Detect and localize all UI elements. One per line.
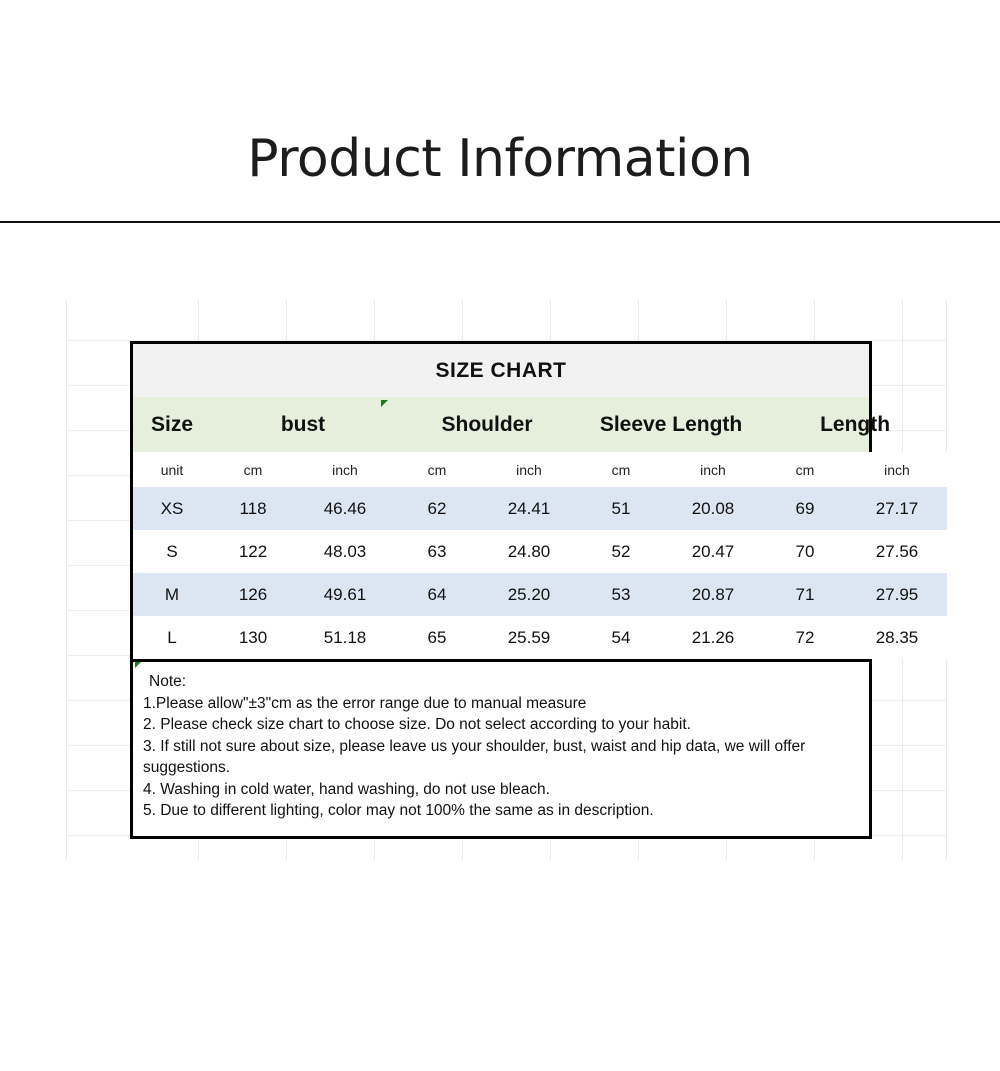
cell-length-cm: 72 [763, 616, 847, 659]
cell-length-cm: 71 [763, 573, 847, 616]
notes-divider [133, 659, 869, 668]
cell-length-inch: 27.56 [847, 530, 947, 573]
group-header-shoulder: Shoulder [441, 412, 533, 436]
green-corner-marker-icon [381, 400, 388, 407]
cell-sleeve-cm: 54 [579, 616, 663, 659]
cell-length-inch: 27.17 [847, 487, 947, 530]
group-header-table: Size bust Shoulder Sleeve Length Length [133, 397, 947, 452]
notes-heading: Note: [149, 673, 187, 690]
cell-shoulder-inch: 24.80 [479, 530, 579, 573]
unit-cell-bust-inch: inch [295, 452, 395, 487]
table-row: M 126 49.61 64 25.20 53 20.87 71 27.95 [133, 573, 947, 616]
cell-shoulder-cm: 64 [395, 573, 479, 616]
cell-sleeve-inch: 21.26 [663, 616, 763, 659]
cell-shoulder-inch: 25.59 [479, 616, 579, 659]
unit-cell-sleeve-inch: inch [663, 452, 763, 487]
cell-sleeve-inch: 20.87 [663, 573, 763, 616]
note-line-4: 4. Washing in cold water, hand washing, … [143, 780, 550, 798]
page-header: Product Information [0, 0, 1000, 223]
group-header-row: Size bust Shoulder Sleeve Length Length [133, 397, 947, 452]
table-row: S 122 48.03 63 24.80 52 20.47 70 27.56 [133, 530, 947, 573]
size-chart-body: unit cm inch cm inch cm inch cm inch XS … [133, 452, 947, 659]
note-line-1: 1.Please allow"±3"cm as the error range … [143, 694, 587, 712]
cell-bust-cm: 126 [211, 573, 295, 616]
size-chart-caption: SIZE CHART [435, 358, 567, 382]
cell-size: S [133, 530, 211, 573]
cell-shoulder-cm: 63 [395, 530, 479, 573]
note-line-2: 2. Please check size chart to choose siz… [143, 716, 691, 733]
group-header-length: Length [820, 412, 891, 436]
cell-sleeve-inch: 20.47 [663, 530, 763, 573]
note-line-3: 3. If still not sure about size, please … [143, 737, 806, 755]
cell-shoulder-inch: 24.41 [479, 487, 579, 530]
size-chart-caption-band: SIZE CHART [133, 344, 869, 397]
unit-row: unit cm inch cm inch cm inch cm inch [133, 452, 947, 487]
cell-shoulder-cm: 62 [395, 487, 479, 530]
cell-length-inch: 27.95 [847, 573, 947, 616]
cell-bust-cm: 130 [211, 616, 295, 659]
cell-size: M [133, 573, 211, 616]
group-header-sleeve-length: Sleeve Length [599, 412, 743, 436]
cell-size: L [133, 616, 211, 659]
group-header-bust: bust [280, 412, 326, 436]
cell-shoulder-inch: 25.20 [479, 573, 579, 616]
cell-bust-cm: 122 [211, 530, 295, 573]
notes-section: Note: 1.Please allow"±3"cm as the error … [133, 662, 869, 836]
cell-bust-inch: 46.46 [295, 487, 395, 530]
unit-cell-length-cm: cm [763, 452, 847, 487]
unit-cell-shoulder-inch: inch [479, 452, 579, 487]
size-chart-group-header-band: Size bust Shoulder Sleeve Length Length [133, 397, 890, 452]
unit-cell-label: unit [133, 452, 211, 487]
cell-bust-inch: 49.61 [295, 573, 395, 616]
cell-length-inch: 28.35 [847, 616, 947, 659]
cell-bust-inch: 48.03 [295, 530, 395, 573]
cell-size: XS [133, 487, 211, 530]
gridline-vertical [66, 300, 67, 860]
cell-length-cm: 69 [763, 487, 847, 530]
table-row: L 130 51.18 65 25.59 54 21.26 72 28.35 [133, 616, 947, 659]
unit-cell-bust-cm: cm [211, 452, 295, 487]
unit-cell-sleeve-cm: cm [579, 452, 663, 487]
note-line-5: 5. Due to different lighting, color may … [143, 802, 654, 819]
cell-sleeve-cm: 51 [579, 487, 663, 530]
note-line-3-continued: suggestions. [143, 759, 231, 776]
cell-sleeve-cm: 53 [579, 573, 663, 616]
green-corner-marker-icon [135, 662, 141, 668]
cell-sleeve-inch: 20.08 [663, 487, 763, 530]
size-chart-table: SIZE CHART Size bust Shoulder Sleeve Len… [130, 341, 947, 839]
cell-length-cm: 70 [763, 530, 847, 573]
unit-cell-length-inch: inch [847, 452, 947, 487]
unit-cell-shoulder-cm: cm [395, 452, 479, 487]
group-header-size: Size [150, 412, 194, 436]
cell-sleeve-cm: 52 [579, 530, 663, 573]
table-row: XS 118 46.46 62 24.41 51 20.08 69 27.17 [133, 487, 947, 530]
page-title: Product Information [247, 129, 753, 189]
title-divider [0, 221, 1000, 223]
cell-shoulder-cm: 65 [395, 616, 479, 659]
cell-bust-inch: 51.18 [295, 616, 395, 659]
cell-bust-cm: 118 [211, 487, 295, 530]
